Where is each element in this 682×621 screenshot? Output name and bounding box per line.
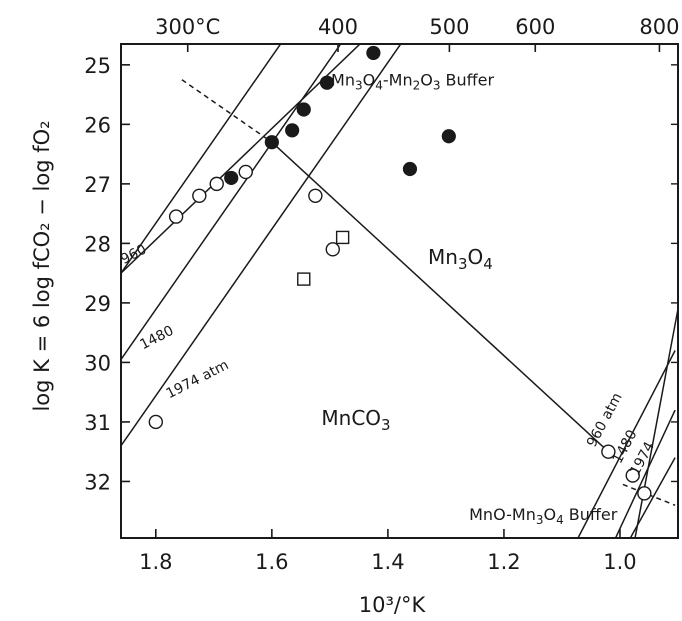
top-axis-labels: 300°C 400 500 600 800 <box>155 15 679 39</box>
line-low-t-extension <box>634 308 678 538</box>
filled-circle-point <box>402 161 418 177</box>
x-tick-labels: 1.8 1.6 1.4 1.2 1.0 <box>139 550 637 574</box>
x-tick-label: 1.4 <box>371 550 404 574</box>
filled-circle-point <box>366 45 381 61</box>
open-circle-point <box>325 242 340 257</box>
filled-circle-point <box>441 129 456 144</box>
line-960 <box>121 44 282 274</box>
x-tick-label: 1.2 <box>487 550 520 574</box>
open-circle-point <box>209 176 224 192</box>
open-circle-point <box>192 188 207 203</box>
open-circle-point <box>637 486 652 501</box>
y-tick-label: 32 <box>84 470 111 494</box>
axis-ticks <box>121 64 678 538</box>
y-tick-label: 31 <box>84 411 111 435</box>
x-tick-label: 1.0 <box>603 550 636 574</box>
filled-circle-point <box>224 170 239 186</box>
filled-circle-point <box>285 123 300 138</box>
x-tick-label: 1.8 <box>139 550 172 574</box>
y-tick-label: 26 <box>84 113 111 137</box>
y-tick-label: 29 <box>84 292 111 316</box>
y-tick-label: 27 <box>84 173 111 197</box>
line-mnco3-boundary-extension-dashed <box>181 79 273 143</box>
plot-markers <box>148 45 652 501</box>
open-square-point <box>335 230 350 245</box>
top-axis-label: 400 <box>318 15 358 39</box>
top-axis-label: 600 <box>515 15 555 39</box>
line-label-1974-atm: 1974 atm <box>164 357 232 402</box>
top-axis-ticks <box>186 44 661 52</box>
filled-circle-point <box>264 135 279 150</box>
line-mn3o4-mn2o3-buffer <box>121 44 362 274</box>
open-circle-point <box>238 164 253 180</box>
region-label-mnco3: MnCO3 <box>321 406 390 434</box>
filled-circle-point <box>319 75 335 90</box>
open-circle-point <box>168 209 184 224</box>
open-circle-point <box>148 414 164 430</box>
line-960-atm-high-t <box>577 350 676 538</box>
y-tick-label: 28 <box>84 232 111 256</box>
y-tick-labels: 25 26 27 28 29 30 31 32 <box>84 54 111 495</box>
y-axis-title: log K = 6 log fCO₂ − log fO₂ <box>30 120 54 411</box>
line-mnco3-boundary <box>271 141 609 453</box>
line-1480 <box>121 44 342 360</box>
plot-frame <box>120 43 679 539</box>
line-label-960: 960 <box>118 242 149 268</box>
filled-circle-point <box>296 102 311 117</box>
open-circle-point <box>308 188 323 203</box>
top-axis-label: 800 <box>639 15 679 39</box>
x-axis-title: 10³/°K <box>359 593 427 617</box>
open-circle-point <box>625 468 640 483</box>
y-tick-label: 25 <box>84 54 111 78</box>
y-tick-label: 30 <box>84 351 111 375</box>
annotations: Mn3O4 MnCO3 Mn3O4-Mn2O3 Buffer MnO-Mn3O4 Bu… <box>321 71 617 527</box>
buffer-label-mno-mn3o4-buffer: MnO-Mn3O4 Buffer <box>469 505 618 527</box>
top-axis-label: 300°C <box>155 15 220 39</box>
open-circle-point <box>601 444 616 459</box>
top-axis-label: 500 <box>429 15 469 39</box>
region-label-mn3o4: Mn3O4 <box>428 245 493 273</box>
x-tick-label: 1.6 <box>255 550 288 574</box>
line-1480-high-t <box>614 409 676 538</box>
open-square-point <box>297 272 311 286</box>
plot-lines <box>121 44 678 538</box>
line-1974-atm <box>121 44 402 447</box>
buffer-label-mn3o4-mn2o3-buffer: Mn3O4-Mn2O3 Buffer <box>331 71 494 93</box>
